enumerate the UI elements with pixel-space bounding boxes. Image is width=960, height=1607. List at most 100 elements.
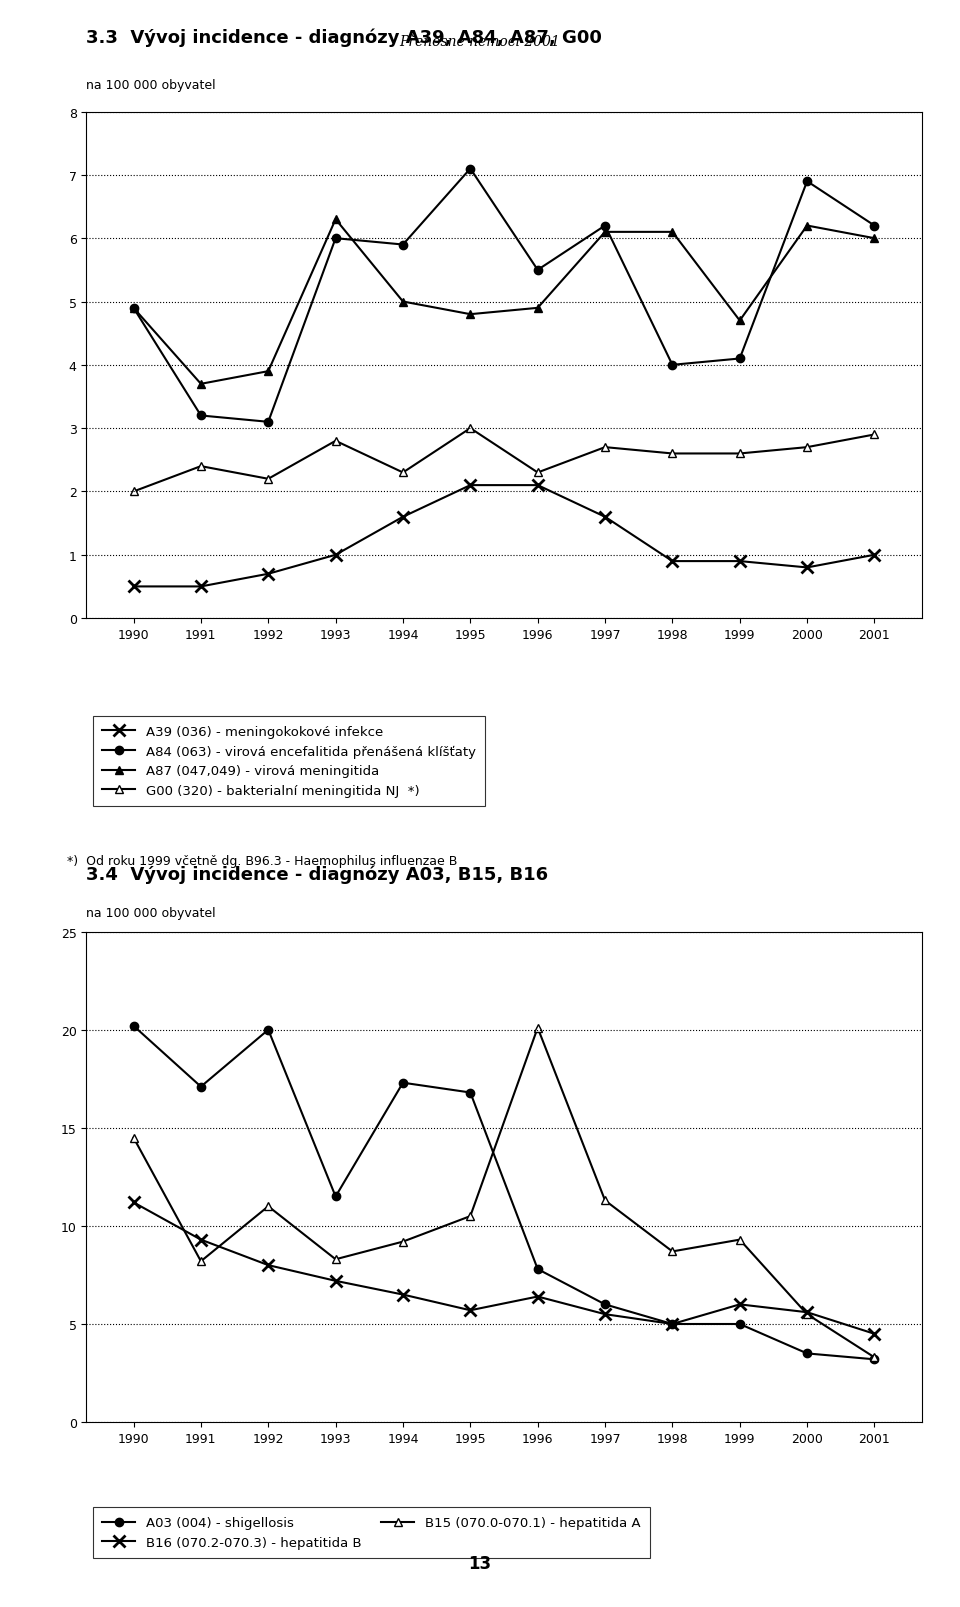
Text: na 100 000 obyvatel: na 100 000 obyvatel — [85, 79, 215, 92]
B15 (070.0-070.1) - hepatitida A — [599, 1191, 611, 1210]
A84 (063) - virová encefalitida přenášená klíšťaty — [330, 230, 342, 249]
A03 (004) - shigellosis — [330, 1188, 342, 1207]
G00 (320) - bakterialní meningitida NJ  *) — [802, 439, 813, 458]
A39 (036) - meningokokové infekce — [465, 476, 476, 495]
A39 (036) - meningokokové infekce — [734, 553, 746, 572]
B16 (070.2-070.3) - hepatitida B — [666, 1315, 678, 1334]
G00 (320) - bakterialní meningitida NJ  *) — [397, 463, 409, 482]
A39 (036) - meningokokové infekce — [532, 476, 543, 495]
A84 (063) - virová encefalitida přenášená klíšťaty — [666, 357, 678, 376]
A87 (047,049) - virová meningitida — [330, 211, 342, 230]
A03 (004) - shigellosis — [128, 1017, 139, 1037]
Text: na 100 000 obyvatel: na 100 000 obyvatel — [85, 906, 215, 919]
G00 (320) - bakterialní meningitida NJ  *) — [734, 445, 746, 464]
A03 (004) - shigellosis — [195, 1077, 206, 1096]
A03 (004) - shigellosis — [869, 1350, 880, 1369]
A84 (063) - virová encefalitida přenášená klíšťaty — [869, 217, 880, 236]
G00 (320) - bakterialní meningitida NJ  *) — [599, 439, 611, 458]
A03 (004) - shigellosis — [666, 1315, 678, 1334]
B16 (070.2-070.3) - hepatitida B — [128, 1192, 139, 1212]
A84 (063) - virová encefalitida přenášená klíšťaty — [532, 260, 543, 280]
A39 (036) - meningokokové infekce — [262, 564, 274, 583]
Line: A03 (004) - shigellosis: A03 (004) - shigellosis — [130, 1022, 878, 1364]
A84 (063) - virová encefalitida přenášená klíšťaty — [465, 159, 476, 178]
B15 (070.0-070.1) - hepatitida A — [195, 1252, 206, 1271]
A84 (063) - virová encefalitida přenášená klíšťaty — [128, 299, 139, 318]
A87 (047,049) - virová meningitida — [666, 223, 678, 243]
A39 (036) - meningokokové infekce — [869, 546, 880, 566]
B16 (070.2-070.3) - hepatitida B — [869, 1324, 880, 1343]
G00 (320) - bakterialní meningitida NJ  *) — [128, 482, 139, 501]
G00 (320) - bakterialní meningitida NJ  *) — [195, 458, 206, 477]
A84 (063) - virová encefalitida přenášená klíšťaty — [802, 172, 813, 191]
A03 (004) - shigellosis — [802, 1343, 813, 1363]
Legend: A39 (036) - meningokokové infekce, A84 (063) - virová encefalitida přenášená klí: A39 (036) - meningokokové infekce, A84 (… — [93, 717, 485, 807]
B16 (070.2-070.3) - hepatitida B — [262, 1255, 274, 1274]
B15 (070.0-070.1) - hepatitida A — [666, 1242, 678, 1261]
A39 (036) - meningokokové infekce — [128, 577, 139, 596]
B16 (070.2-070.3) - hepatitida B — [802, 1303, 813, 1323]
Line: B16 (070.2-070.3) - hepatitida B: B16 (070.2-070.3) - hepatitida B — [128, 1196, 880, 1340]
A03 (004) - shigellosis — [532, 1260, 543, 1279]
G00 (320) - bakterialní meningitida NJ  *) — [465, 419, 476, 439]
Line: A87 (047,049) - virová meningitida: A87 (047,049) - virová meningitida — [130, 215, 878, 389]
A87 (047,049) - virová meningitida — [599, 223, 611, 243]
A03 (004) - shigellosis — [397, 1073, 409, 1093]
B16 (070.2-070.3) - hepatitida B — [734, 1295, 746, 1315]
Text: 3.3  Vývoj incidence - diagnózy A39, A84, A87, G00: 3.3 Vývoj incidence - diagnózy A39, A84,… — [86, 29, 602, 47]
B16 (070.2-070.3) - hepatitida B — [465, 1300, 476, 1319]
G00 (320) - bakterialní meningitida NJ  *) — [532, 463, 543, 482]
B15 (070.0-070.1) - hepatitida A — [532, 1019, 543, 1038]
A87 (047,049) - virová meningitida — [128, 299, 139, 318]
A39 (036) - meningokokové infekce — [397, 508, 409, 527]
B15 (070.0-070.1) - hepatitida A — [330, 1250, 342, 1270]
B15 (070.0-070.1) - hepatitida A — [465, 1207, 476, 1226]
A39 (036) - meningokokové infekce — [330, 546, 342, 566]
B15 (070.0-070.1) - hepatitida A — [869, 1348, 880, 1368]
B16 (070.2-070.3) - hepatitida B — [195, 1231, 206, 1250]
Line: A84 (063) - virová encefalitida přenášená klíšťaty: A84 (063) - virová encefalitida přenášen… — [130, 166, 878, 427]
B16 (070.2-070.3) - hepatitida B — [330, 1271, 342, 1290]
Legend: A03 (004) - shigellosis, B16 (070.2-070.3) - hepatitida B, B15 (070.0-070.1) - h: A03 (004) - shigellosis, B16 (070.2-070.… — [93, 1507, 650, 1559]
A87 (047,049) - virová meningitida — [262, 362, 274, 381]
A87 (047,049) - virová meningitida — [802, 217, 813, 236]
A87 (047,049) - virová meningitida — [465, 305, 476, 325]
A84 (063) - virová encefalitida přenášená klíšťaty — [262, 413, 274, 432]
A03 (004) - shigellosis — [262, 1020, 274, 1040]
A84 (063) - virová encefalitida přenášená klíšťaty — [734, 350, 746, 370]
A87 (047,049) - virová meningitida — [532, 299, 543, 318]
G00 (320) - bakterialní meningitida NJ  *) — [666, 445, 678, 464]
A39 (036) - meningokokové infekce — [599, 508, 611, 527]
Text: *)  Od roku 1999 včetně dg. B96.3 - Haemophilus influenzae B: *) Od roku 1999 včetně dg. B96.3 - Haemo… — [67, 855, 458, 868]
G00 (320) - bakterialní meningitida NJ  *) — [330, 432, 342, 452]
A84 (063) - virová encefalitida přenášená klíšťaty — [397, 236, 409, 256]
B15 (070.0-070.1) - hepatitida A — [802, 1305, 813, 1324]
G00 (320) - bakterialní meningitida NJ  *) — [869, 426, 880, 445]
B15 (070.0-070.1) - hepatitida A — [128, 1128, 139, 1147]
A39 (036) - meningokokové infekce — [195, 577, 206, 596]
A87 (047,049) - virová meningitida — [869, 230, 880, 249]
Text: Přenosné nemoci 2001: Přenosné nemoci 2001 — [399, 35, 561, 50]
A39 (036) - meningokokové infekce — [802, 558, 813, 577]
Line: G00 (320) - bakterialní meningitida NJ  *): G00 (320) - bakterialní meningitida NJ *… — [130, 424, 878, 497]
Text: 3.4  Vývoj incidence - diagnózy A03, B15, B16: 3.4 Vývoj incidence - diagnózy A03, B15,… — [86, 865, 548, 884]
B15 (070.0-070.1) - hepatitida A — [734, 1231, 746, 1250]
A03 (004) - shigellosis — [465, 1083, 476, 1102]
A84 (063) - virová encefalitida přenášená klíšťaty — [599, 217, 611, 236]
A03 (004) - shigellosis — [734, 1315, 746, 1334]
B15 (070.0-070.1) - hepatitida A — [262, 1197, 274, 1216]
B16 (070.2-070.3) - hepatitida B — [532, 1287, 543, 1306]
A87 (047,049) - virová meningitida — [734, 312, 746, 331]
A03 (004) - shigellosis — [599, 1295, 611, 1315]
A84 (063) - virová encefalitida přenášená klíšťaty — [195, 407, 206, 426]
Text: 13: 13 — [468, 1554, 492, 1572]
A87 (047,049) - virová meningitida — [397, 292, 409, 312]
Line: A39 (036) - meningokokové infekce: A39 (036) - meningokokové infekce — [128, 479, 880, 593]
G00 (320) - bakterialní meningitida NJ  *) — [262, 469, 274, 489]
Line: B15 (070.0-070.1) - hepatitida A: B15 (070.0-070.1) - hepatitida A — [130, 1024, 878, 1361]
B16 (070.2-070.3) - hepatitida B — [397, 1286, 409, 1305]
B15 (070.0-070.1) - hepatitida A — [397, 1233, 409, 1252]
A87 (047,049) - virová meningitida — [195, 374, 206, 394]
B16 (070.2-070.3) - hepatitida B — [599, 1305, 611, 1324]
A39 (036) - meningokokové infekce — [666, 553, 678, 572]
